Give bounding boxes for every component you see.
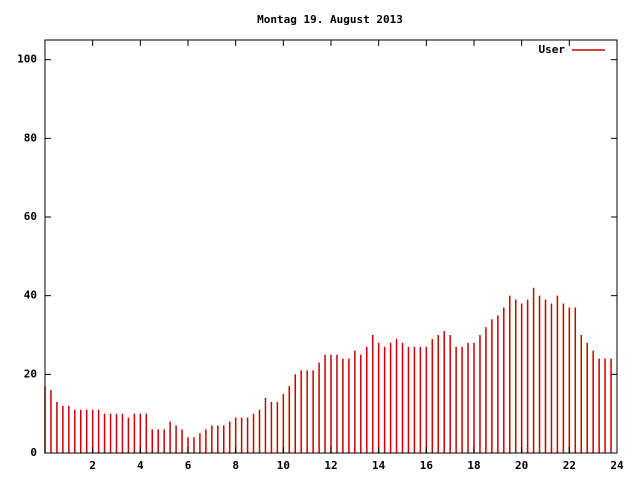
x-tick-label: 20 <box>515 459 528 472</box>
chart-title: Montag 19. August 2013 <box>257 13 403 26</box>
x-tick-label: 10 <box>277 459 290 472</box>
x-tick-label: 24 <box>610 459 624 472</box>
y-tick-label: 20 <box>24 367 37 380</box>
x-tick-label: 18 <box>467 459 480 472</box>
x-tick-label: 2 <box>89 459 96 472</box>
y-tick-label: 100 <box>17 53 37 66</box>
legend-label: User <box>539 43 566 56</box>
x-tick-label: 8 <box>232 459 239 472</box>
x-tick-label: 12 <box>324 459 337 472</box>
x-tick-label: 6 <box>185 459 192 472</box>
y-tick-label: 80 <box>24 131 37 144</box>
y-tick-label: 60 <box>24 210 37 223</box>
y-tick-label: 40 <box>24 289 37 302</box>
x-tick-label: 4 <box>137 459 144 472</box>
x-tick-label: 22 <box>563 459 576 472</box>
x-tick-label: 16 <box>420 459 434 472</box>
x-tick-label: 14 <box>372 459 386 472</box>
y-tick-label: 0 <box>30 446 37 459</box>
